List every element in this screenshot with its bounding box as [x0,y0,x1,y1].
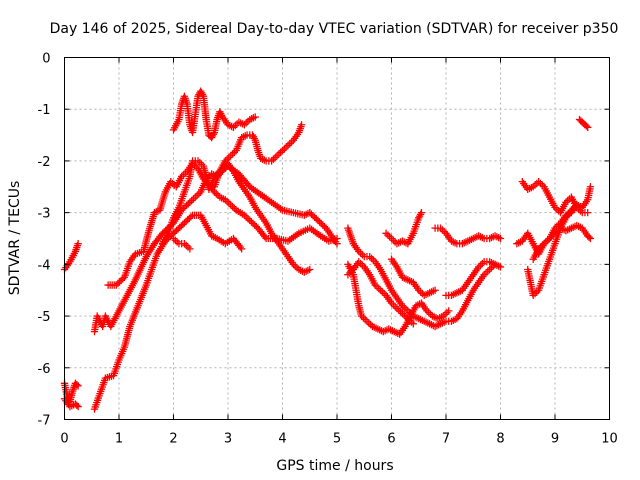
data-point [74,240,82,248]
series-trace-10 [210,121,306,191]
x-tick-label: 9 [551,432,559,447]
x-tick-label: 5 [333,432,341,447]
data-point [573,201,581,209]
y-tick-label: -3 [38,207,51,222]
series-trace-11 [344,224,505,331]
series-trace-17 [442,258,499,300]
series-trace-14 [382,208,426,248]
series-trace-5 [90,162,341,336]
y-tick-label: -1 [38,103,51,118]
data-point [251,113,259,121]
x-tick-label: 7 [442,432,450,447]
data-point [409,320,417,328]
data-point [333,234,341,243]
y-tick-label: 0 [42,52,50,67]
series-trace-12 [344,260,453,338]
x-tick-label: 10 [601,432,618,447]
x-tick-label: 8 [496,432,504,447]
data-point [74,382,82,390]
series-trace-20 [518,177,592,217]
x-tick-label: 3 [224,432,232,447]
x-axis-label: GPS time / hours [276,458,393,474]
data-point [584,123,592,131]
chart-title: Day 146 of 2025, Sidereal Day-to-day VTE… [50,21,619,37]
x-tick-label: 4 [278,432,286,447]
data-point [496,263,505,271]
data-point [491,260,499,269]
y-tick-label: -4 [38,258,51,273]
data-point [297,121,306,129]
data-point [431,286,439,294]
series-trace-21 [529,201,581,263]
x-tick-label: 2 [169,432,177,447]
data-point [186,245,194,253]
series-trace-4 [90,211,246,413]
y-tick-label: -7 [38,414,51,429]
series-trace-13 [344,258,417,328]
series-trace-8 [169,234,194,253]
data-point [584,208,592,217]
x-tick-label: 0 [60,432,68,447]
x-tick-label: 6 [387,432,395,447]
data-point [445,307,453,315]
series-trace-22 [575,115,592,131]
series-trace-7 [158,157,314,276]
data-point [417,208,426,217]
y-tick-label: -6 [38,362,51,377]
series-trace-15 [387,255,439,300]
data-point [237,245,246,253]
data-point [586,183,595,191]
data-point [73,401,81,409]
axis-ticks: 0 1 2 3 4 5 6 7 8 9 10 0 -1 -2 -3 -4 -5 -6 -7 [38,52,618,447]
series-trace-16 [431,224,505,248]
series-trace-3 [60,395,82,411]
y-axis-label: SDTVAR / TECUs [7,181,23,296]
x-tick-label: 1 [115,432,123,447]
y-tick-label: -2 [38,155,51,170]
series-trace-9 [169,87,259,142]
data-point [496,234,505,243]
y-tick-label: -5 [38,310,51,325]
data-point [74,402,82,411]
data-point [306,265,314,274]
data-point [586,234,595,243]
data-points [60,87,595,413]
